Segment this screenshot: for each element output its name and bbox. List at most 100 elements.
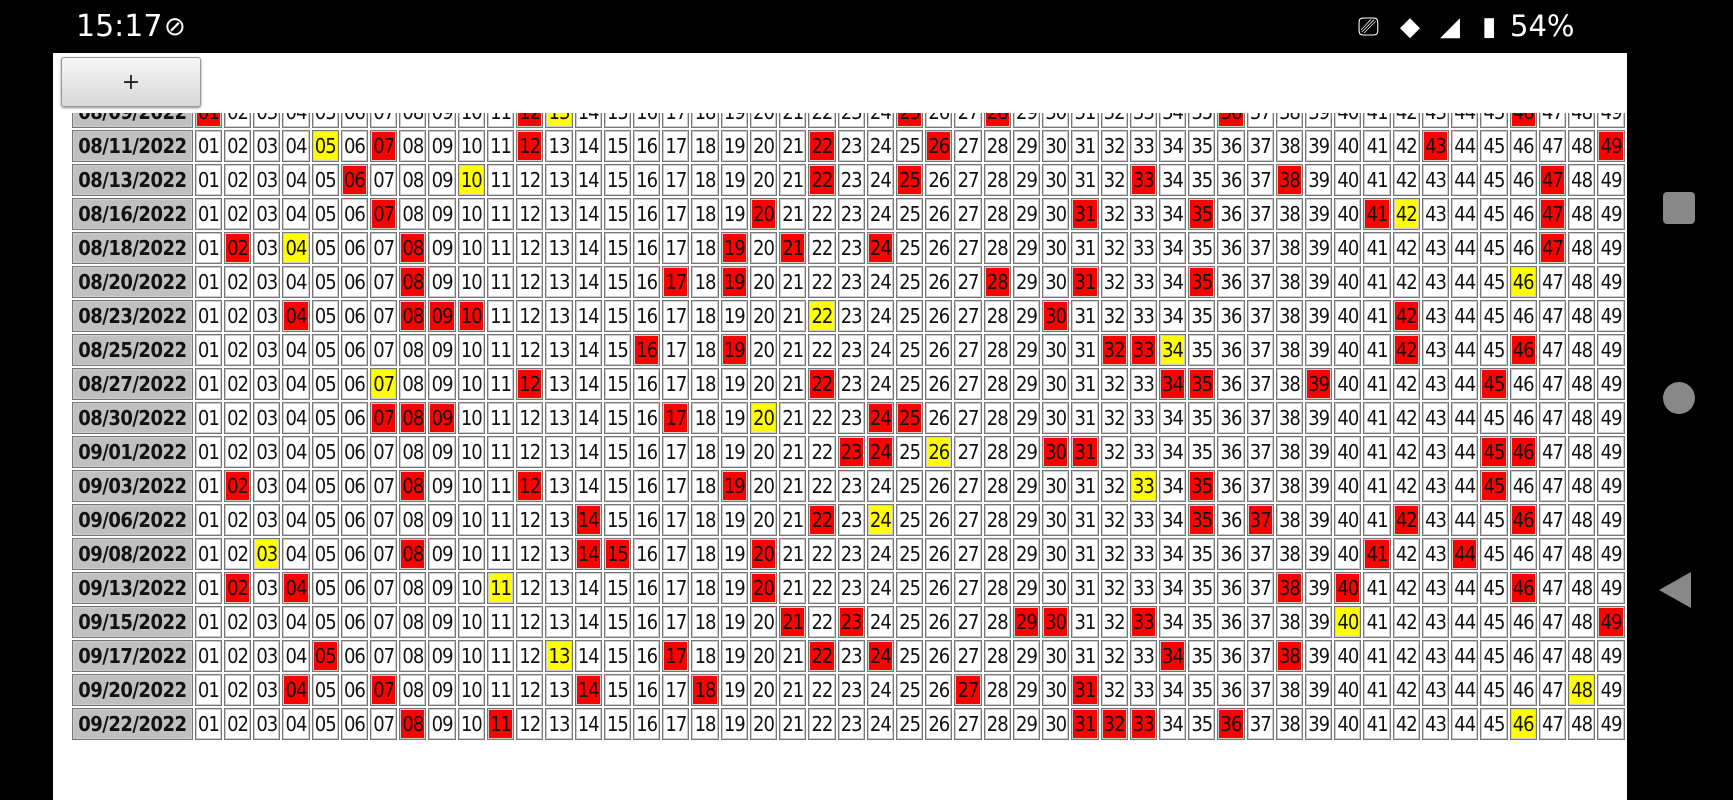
number-cell: 19 [720,538,748,570]
number-cell: 38 [1275,708,1304,740]
number-cell: 15 [603,266,632,298]
number-cell: 48 [1568,572,1596,604]
number-cell: 29 [1012,436,1041,468]
number-cell-red: 02 [223,470,252,502]
number-cell: 39 [1305,232,1333,264]
number-cell: 43 [1421,368,1450,400]
number-cell: 04 [282,470,310,502]
number-cell: 06 [340,300,369,332]
number-cell: 05 [311,538,339,570]
number-cell: 42 [1392,130,1420,162]
number-cell: 09 [428,334,456,366]
number-cell-yellow: 10 [457,164,485,196]
number-cell: 38 [1275,606,1304,638]
number-cell: 33 [1129,232,1157,264]
number-cell: 38 [1275,538,1304,570]
number-cell-red: 30 [1042,606,1070,638]
number-cell: 16 [633,266,661,298]
back-button-icon[interactable] [1659,572,1691,608]
number-cell: 41 [1363,606,1391,638]
number-cell: 31 [1071,368,1099,400]
number-cell-yellow: 46 [1509,708,1537,740]
number-cell: 44 [1451,606,1479,638]
number-cell: 27 [954,113,982,128]
number-cell: 34 [1158,232,1187,264]
number-cell: 14 [574,606,602,638]
number-cell: 33 [1129,130,1157,162]
number-cell: 12 [516,232,544,264]
number-cell: 47 [1538,470,1567,502]
number-cell: 41 [1363,572,1391,604]
home-button-icon[interactable] [1663,382,1695,414]
number-cell: 48 [1568,504,1596,536]
number-cell-yellow: 48 [1568,674,1596,706]
number-cell: 01 [194,198,222,230]
number-cell-red: 08 [399,402,427,434]
number-cell: 15 [603,674,632,706]
add-button[interactable]: + [61,57,201,107]
number-cell: 11 [486,334,515,366]
number-cell: 04 [282,538,310,570]
number-cell: 41 [1363,232,1391,264]
number-cell: 47 [1538,334,1567,366]
number-cell: 22 [808,402,836,434]
date-cell: 09/22/2022 [72,708,193,740]
number-cell: 28 [983,504,1011,536]
number-cell: 21 [779,113,807,128]
number-cell: 41 [1363,436,1391,468]
number-cell: 49 [1597,640,1625,672]
number-cell: 40 [1334,130,1362,162]
date-cell: 08/18/2022 [72,232,193,264]
number-cell-red: 49 [1597,606,1625,638]
number-cell: 28 [983,368,1011,400]
number-cell: 11 [486,470,515,502]
number-cell: 24 [866,266,894,298]
number-cell: 06 [340,402,369,434]
number-cell: 49 [1597,402,1625,434]
number-cell: 14 [574,368,602,400]
number-cell: 44 [1451,368,1479,400]
number-cell: 03 [253,266,281,298]
number-cell: 03 [253,708,281,740]
number-cell: 49 [1597,538,1625,570]
number-cell: 36 [1217,436,1245,468]
number-cell: 26 [925,470,953,502]
number-cell: 37 [1246,266,1274,298]
number-cell: 23 [837,368,865,400]
date-cell: 08/16/2022 [72,198,193,230]
number-cell: 43 [1421,436,1450,468]
number-cell: 32 [1100,300,1128,332]
number-cell: 49 [1597,198,1625,230]
clock: 15:17 [76,9,163,44]
number-cell: 42 [1392,113,1420,128]
number-cell: 30 [1042,164,1070,196]
number-cell: 03 [253,232,281,264]
number-cell-red: 07 [370,674,398,706]
number-cell: 23 [837,572,865,604]
number-cell: 32 [1100,402,1128,434]
recents-button-icon[interactable] [1663,192,1695,224]
number-cell: 37 [1246,708,1274,740]
number-cell: 04 [282,640,310,672]
number-cell: 28 [983,198,1011,230]
number-cell: 26 [925,334,953,366]
number-cell: 02 [223,504,252,536]
number-cell: 03 [253,470,281,502]
number-cell-red: 14 [574,674,602,706]
number-cell-yellow: 05 [311,130,339,162]
number-cell: 46 [1509,198,1537,230]
number-cell: 18 [691,504,719,536]
number-cell: 16 [633,198,661,230]
number-cell-red: 08 [399,538,427,570]
number-cell-red: 38 [1275,572,1304,604]
number-cell-red: 12 [516,113,544,128]
number-cell: 23 [837,504,865,536]
number-cell: 43 [1421,470,1450,502]
number-cell-red: 19 [720,266,748,298]
number-cell: 04 [282,708,310,740]
number-cell: 30 [1042,368,1070,400]
number-cell: 39 [1305,470,1333,502]
number-cell-red: 21 [779,232,807,264]
results-table-scroll[interactable]: 08/09/2022010203040506070809101112131415… [70,113,1627,800]
number-cell: 48 [1568,368,1596,400]
